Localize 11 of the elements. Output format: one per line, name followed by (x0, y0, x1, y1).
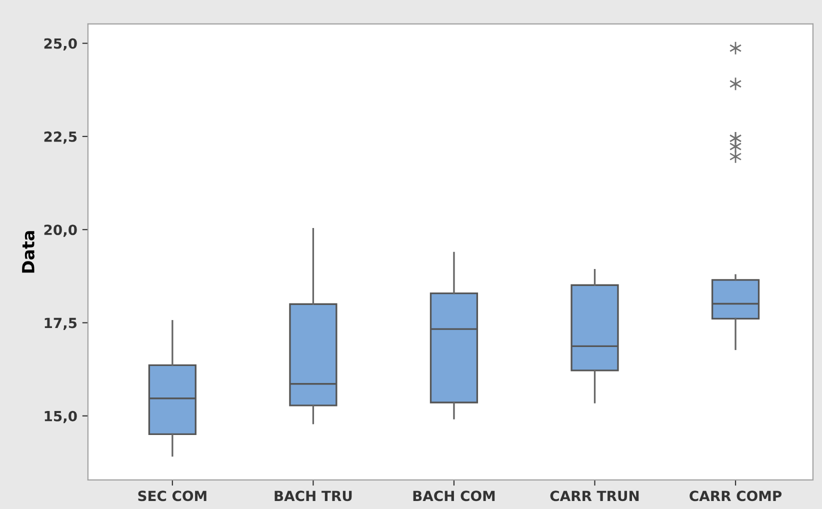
x-tick-label: SEC COM (138, 490, 206, 502)
y-tick-label: 25,0 (44, 38, 77, 51)
y-tick-label: 22,5 (44, 131, 77, 144)
y-tick-label: 15,0 (44, 410, 77, 424)
y-axis-title: Data (22, 231, 34, 273)
y-tick-label: 20,0 (44, 224, 77, 237)
x-tick-label: CARR COMP (690, 490, 782, 502)
x-tick-label: BACH TRU (274, 490, 352, 502)
y-tick-label: 17,5 (44, 318, 77, 330)
x-tick-label: BACH COM (413, 490, 495, 502)
x-tick-label: CARR TRUN (550, 490, 639, 502)
